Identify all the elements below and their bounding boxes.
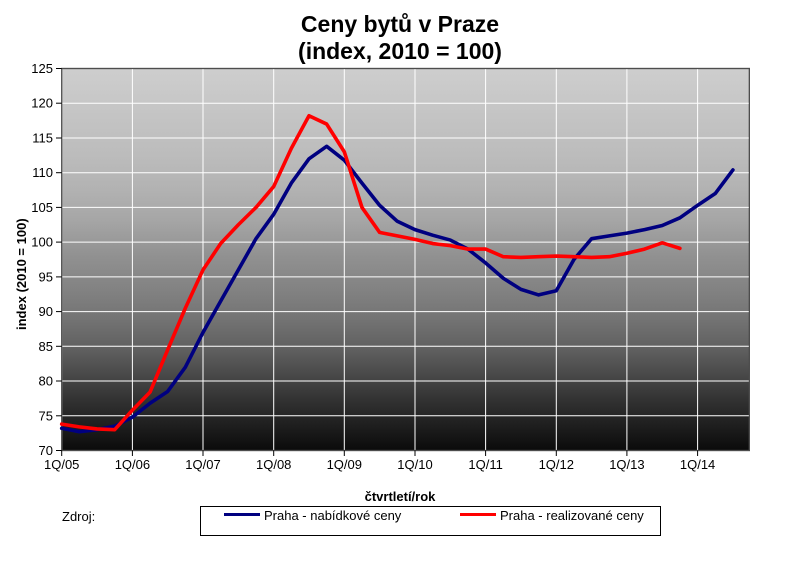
svg-text:1Q/06: 1Q/06: [115, 457, 150, 472]
svg-text:1Q/12: 1Q/12: [539, 457, 574, 472]
svg-text:75: 75: [39, 408, 53, 423]
svg-text:1Q/05: 1Q/05: [44, 457, 79, 472]
svg-text:105: 105: [31, 200, 53, 215]
svg-text:90: 90: [39, 304, 53, 319]
svg-text:1Q/10: 1Q/10: [397, 457, 432, 472]
svg-text:1Q/07: 1Q/07: [185, 457, 220, 472]
svg-text:95: 95: [39, 269, 53, 284]
svg-text:1Q/13: 1Q/13: [609, 457, 644, 472]
svg-text:1Q/14: 1Q/14: [680, 457, 715, 472]
svg-text:1Q/08: 1Q/08: [256, 457, 291, 472]
svg-text:85: 85: [39, 339, 53, 354]
svg-text:80: 80: [39, 374, 53, 389]
svg-text:125: 125: [31, 61, 53, 76]
svg-text:1Q/11: 1Q/11: [468, 457, 502, 472]
svg-text:115: 115: [32, 131, 53, 146]
svg-text:100: 100: [31, 235, 53, 250]
svg-text:110: 110: [32, 165, 53, 180]
svg-text:120: 120: [31, 96, 53, 111]
svg-text:70: 70: [39, 443, 53, 458]
svg-text:1Q/09: 1Q/09: [327, 457, 362, 472]
